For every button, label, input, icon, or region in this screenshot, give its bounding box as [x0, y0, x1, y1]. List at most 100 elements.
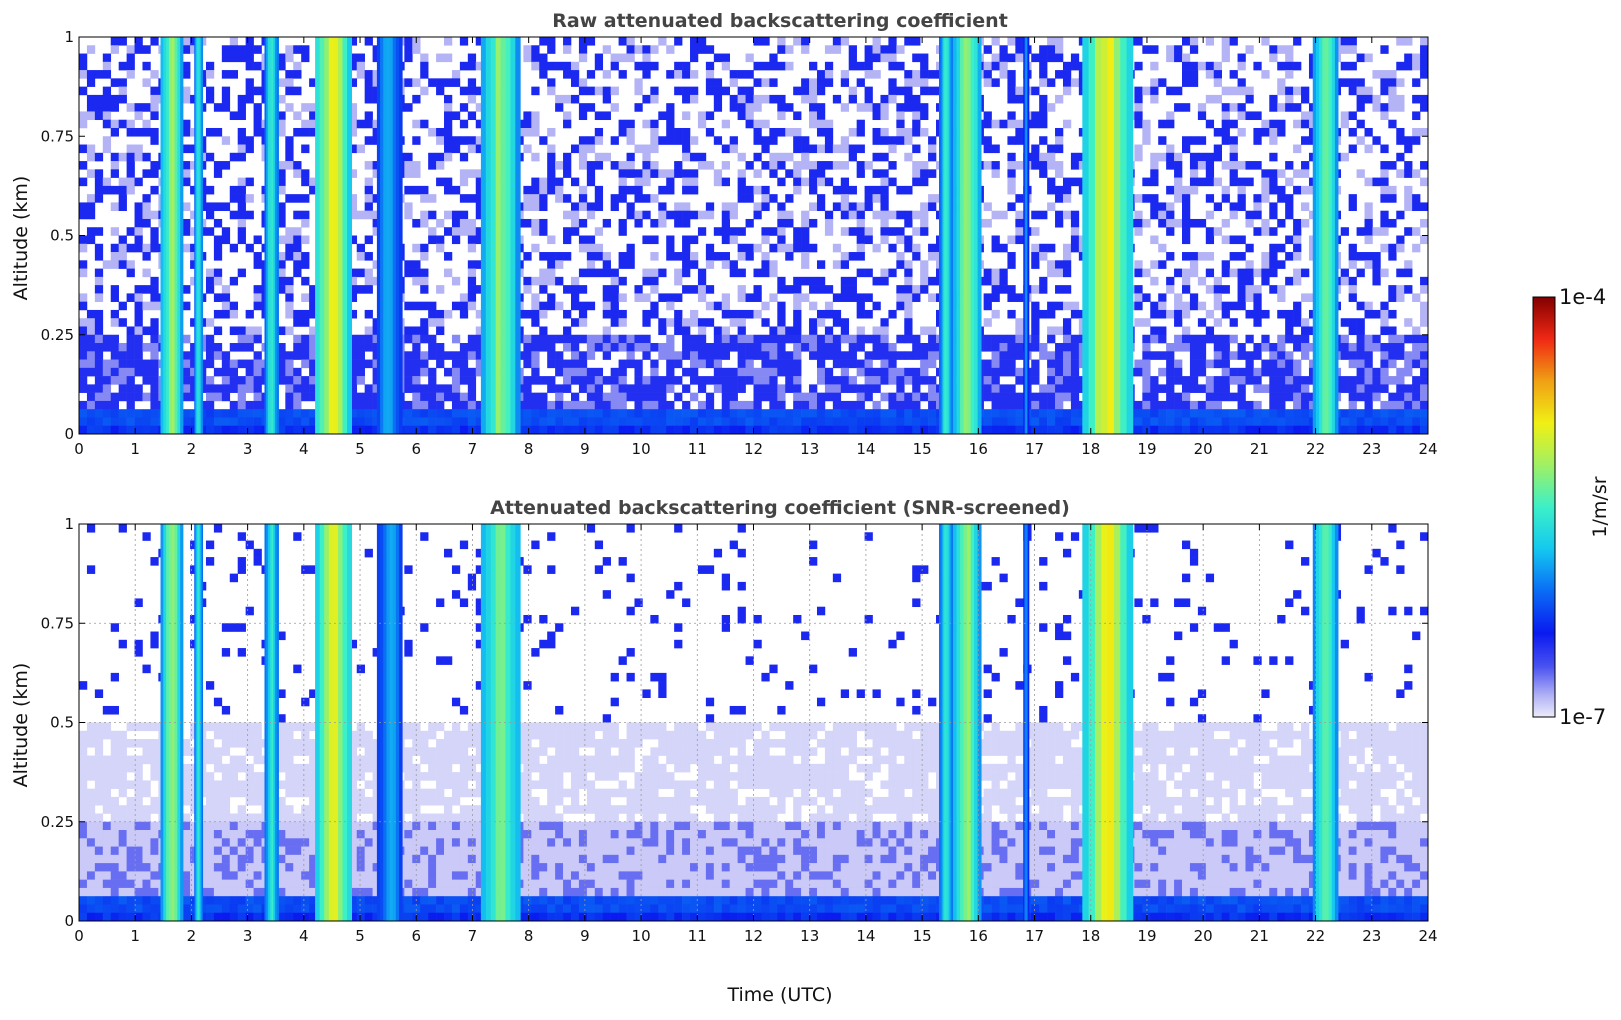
heatmap-cell [586, 400, 596, 410]
heatmap-cell [79, 293, 88, 302]
heatmap-cell [928, 144, 937, 154]
heatmap-cell [642, 293, 651, 302]
heatmap-cell [1380, 425, 1389, 435]
heatmap-cell [245, 326, 254, 336]
heatmap-cell [777, 94, 786, 104]
heatmap-cell [110, 293, 119, 302]
heatmap-cell [1293, 119, 1302, 129]
heatmap-cell [1277, 119, 1286, 129]
heatmap-cell [809, 144, 818, 154]
cloud-column-strip [269, 37, 272, 434]
heatmap-cell [594, 127, 604, 137]
heatmap-cell [150, 301, 159, 311]
heatmap-cell [626, 334, 635, 344]
heatmap-cell [563, 309, 572, 319]
heatmap-cell [142, 425, 151, 435]
heatmap-cell [134, 409, 143, 418]
heatmap-cell [1213, 351, 1222, 360]
heatmap-cell [150, 37, 159, 46]
heatmap-cell [1229, 417, 1238, 427]
heatmap-cell [777, 276, 786, 286]
heatmap-cell [364, 384, 373, 393]
heatmap-cell [999, 70, 1008, 79]
heatmap-cell [642, 45, 651, 54]
heatmap-cell [1189, 37, 1199, 46]
heatmap-cell [761, 384, 770, 393]
heatmap-cell [563, 194, 572, 203]
heatmap-cell [94, 730, 104, 740]
heatmap-cell [1348, 425, 1357, 435]
heatmap-cell [142, 912, 151, 922]
heatmap-cell [356, 359, 365, 369]
heatmap-cell [1189, 367, 1199, 377]
heatmap-cell [618, 260, 627, 269]
heatmap-cell [1158, 367, 1167, 377]
heatmap-cell [277, 218, 286, 228]
heatmap-cell [348, 293, 358, 302]
heatmap-cell [769, 376, 778, 385]
heatmap-cell [642, 425, 651, 435]
heatmap-cell [674, 169, 683, 178]
heatmap-cell [1070, 78, 1080, 87]
heatmap-cell [610, 318, 619, 327]
heatmap-cell [602, 326, 611, 336]
heatmap-cell [872, 367, 881, 377]
heatmap-cell [190, 185, 199, 195]
heatmap-cell [705, 409, 715, 418]
heatmap-cell [1412, 326, 1421, 336]
heatmap-cell [150, 796, 159, 806]
heatmap-cell [570, 70, 580, 79]
heatmap-cell [1348, 86, 1357, 96]
heatmap-cell [86, 722, 96, 732]
heatmap-cell [1340, 351, 1349, 360]
heatmap-cell [547, 127, 556, 137]
heatmap-cell [920, 111, 929, 121]
heatmap-cell [769, 243, 778, 253]
heatmap-cell [94, 185, 104, 195]
heatmap-cell [1007, 161, 1016, 170]
heatmap-cell [1245, 309, 1254, 319]
heatmap-cell [1047, 384, 1056, 393]
heatmap-cell [118, 367, 127, 377]
heatmap-cell [118, 747, 127, 756]
heatmap-cell [1253, 127, 1262, 137]
heatmap-cell [1245, 359, 1254, 369]
heatmap-cell [1039, 285, 1048, 294]
heatmap-cell [729, 334, 738, 344]
heatmap-cell [1007, 309, 1016, 319]
heatmap-cell [1301, 86, 1310, 96]
heatmap-cell [467, 367, 477, 377]
heatmap-cell [1269, 417, 1278, 427]
heatmap-cell [920, 218, 929, 228]
heatmap-cell [182, 227, 191, 236]
heatmap-cell [983, 376, 992, 385]
heatmap-cell [682, 202, 691, 211]
heatmap-cell [1301, 119, 1310, 129]
heatmap-cell [420, 61, 429, 71]
heatmap-cell [1356, 334, 1365, 344]
heatmap-cell [1237, 103, 1246, 112]
heatmap-cell [769, 359, 778, 369]
heatmap-cell [372, 343, 381, 352]
heatmap-cell [920, 177, 929, 187]
heatmap-cell [1269, 384, 1278, 393]
heatmap-cell [134, 144, 143, 154]
heatmap-cell [364, 343, 373, 352]
heatmap-cell [221, 103, 231, 112]
heatmap-cell [729, 260, 738, 269]
heatmap-cell [1015, 417, 1024, 427]
heatmap-cell [364, 177, 373, 187]
heatmap-cell [451, 185, 461, 195]
heatmap-cell [523, 285, 532, 294]
heatmap-cell [1055, 194, 1064, 203]
heatmap-cell [229, 301, 239, 311]
heatmap-cell [785, 359, 794, 369]
heatmap-cell [1277, 309, 1286, 319]
heatmap-cell [1205, 152, 1215, 162]
heatmap-cell [674, 127, 683, 137]
heatmap-cell [586, 37, 596, 46]
heatmap-cell [666, 45, 675, 54]
heatmap-cell [578, 136, 588, 145]
heatmap-cell [690, 86, 699, 96]
heatmap-cell [293, 343, 302, 352]
